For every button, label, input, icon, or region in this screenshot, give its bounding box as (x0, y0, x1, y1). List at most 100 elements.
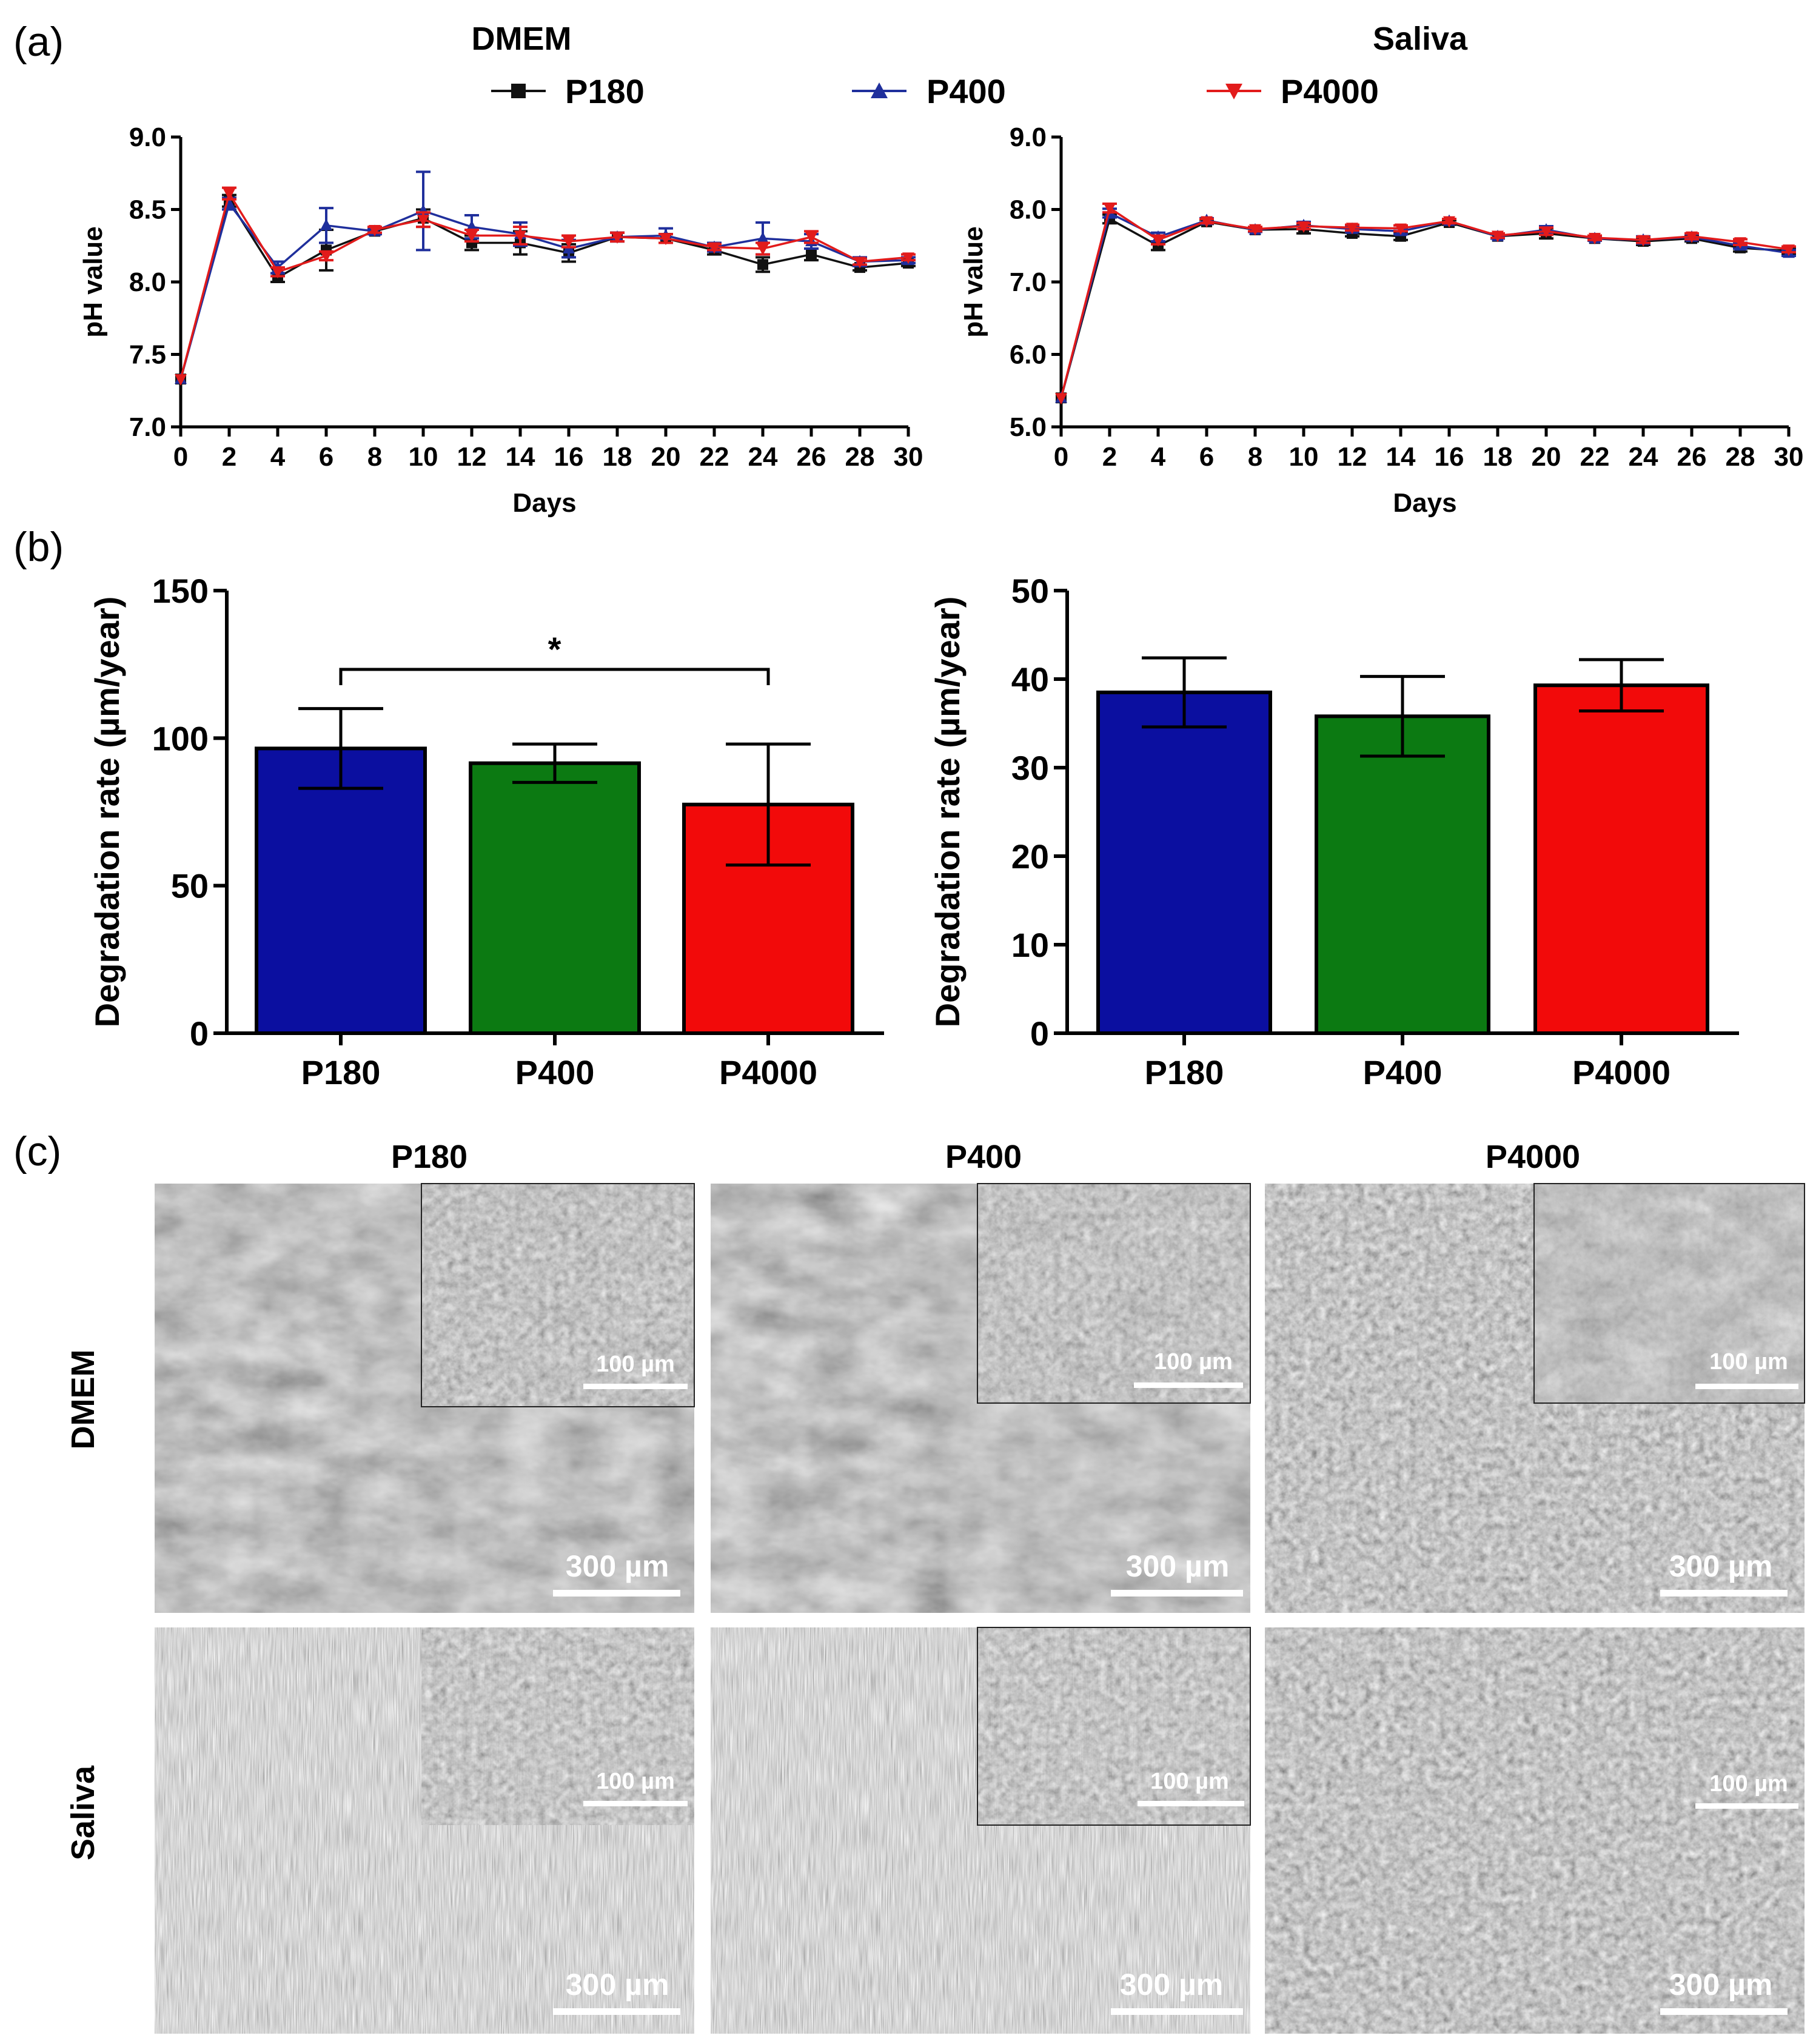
scale-bar-main (1660, 2008, 1788, 2015)
data-point-p4000 (1540, 226, 1552, 238)
y-tick-label: 5.0 (1010, 412, 1047, 442)
x-tick-label: 6 (1199, 442, 1214, 472)
scale-bar-inset (1695, 1384, 1798, 1389)
panel-label-c: (c) (13, 1128, 61, 1174)
data-point-p4000 (1443, 216, 1455, 228)
scale-label-inset: 100 µm (1154, 1349, 1233, 1375)
series-line-p4000 (179, 190, 909, 380)
y-tick-label: 0 (190, 1014, 209, 1053)
data-point-p4000 (1734, 237, 1746, 249)
data-point-p4000 (1249, 224, 1261, 236)
data-point-p4000 (272, 267, 284, 279)
data-point-p180 (466, 237, 477, 249)
x-tick-label: 22 (700, 442, 729, 472)
scale-bar-inset (1134, 1382, 1243, 1388)
x-tick-label: 26 (797, 442, 826, 472)
y-tick-label: 7.0 (1010, 267, 1047, 297)
sem-image-saliva-p4000: 100 µm 300 µm (1265, 1627, 1805, 2034)
x-tick-label: 12 (457, 442, 487, 472)
scale-label-main: 300 µm (1669, 1549, 1773, 1583)
degradation-dmem-chart: 0 50 100 150 Degradation rate (µm/year) P180 P… (88, 572, 884, 1091)
scale-bar-inset (1695, 1803, 1798, 1809)
bar-p400 (1315, 714, 1490, 1035)
x-tick-label: 28 (1726, 442, 1755, 472)
sem-row-saliva: Saliva (65, 1765, 101, 1860)
x-tick-label: 22 (1580, 442, 1610, 472)
series-line-p4000 (1060, 206, 1789, 398)
scale-label-main: 300 µm (1126, 1549, 1230, 1583)
data-point-p4000 (854, 256, 866, 269)
data-point-p400 (320, 218, 332, 230)
sem-inset (421, 1627, 694, 1825)
scale-bar-inset (583, 1801, 688, 1806)
ph-dmem-chart: 7.07.58.08.59.00 2 4 6 8 10 12 14 16 18 20 22 24 26 28… (78, 122, 923, 518)
x-tick-label: 6 (319, 442, 333, 472)
legend-marker-p400 (871, 82, 888, 98)
y-axis-label: pH value (78, 226, 108, 337)
scale-label-inset: 100 µm (1709, 1771, 1788, 1797)
y-tick-label: 0 (1030, 1014, 1049, 1053)
bar-p180 (255, 746, 427, 1036)
data-point-p4000 (611, 232, 623, 244)
data-point-p180 (806, 249, 817, 260)
x-tick-label: 4 (1151, 442, 1166, 472)
x-tick-label: 20 (651, 442, 681, 472)
bar-p400 (469, 761, 641, 1035)
x-tick-label: 12 (1338, 442, 1367, 472)
scale-bar-main (1111, 1590, 1243, 1597)
x-tick-label: P4000 (719, 1053, 817, 1091)
sem-column-p400: P400 (945, 1139, 1022, 1175)
scale-label-inset: 100 µm (1150, 1769, 1229, 1794)
scale-label-main: 300 µm (1120, 1968, 1224, 2002)
x-tick-label: 8 (1248, 442, 1262, 472)
x-tick-label: P180 (1145, 1053, 1224, 1091)
scale-label-inset: 100 µm (596, 1352, 675, 1377)
x-tick-label: 0 (173, 442, 188, 472)
x-tick-label: 2 (222, 442, 236, 472)
data-point-p4000 (1492, 230, 1504, 243)
significance-bracket (339, 668, 770, 685)
chart-title-dmem: DMEM (472, 21, 572, 57)
ph-saliva-chart: 5.06.07.08.09.00 2 4 6 8 10 12 14 16 18 20 22 24 26 28… (959, 122, 1803, 518)
y-tick-label: 30 (1011, 749, 1049, 787)
chart-title-saliva: Saliva (1373, 21, 1468, 57)
x-tick-label: 10 (409, 442, 438, 472)
data-point-p4000 (175, 374, 187, 386)
x-tick-label: 16 (1435, 442, 1464, 472)
y-tick-label: 50 (171, 867, 209, 905)
x-tick-label: 18 (1483, 442, 1513, 472)
y-tick-label: 20 (1011, 837, 1049, 876)
x-tick-label: 24 (748, 442, 778, 472)
x-tick-label: 0 (1054, 442, 1068, 472)
y-tick-label: 8.5 (129, 195, 166, 225)
legend-marker-p4000 (1225, 84, 1242, 99)
panel-label-a: (a) (13, 19, 64, 65)
sem-inset (977, 1627, 1250, 1825)
data-point-p4000 (660, 233, 672, 246)
series-line-p400 (179, 201, 909, 380)
y-tick-label: 8.0 (1010, 195, 1047, 225)
y-tick-label: 8.0 (129, 267, 166, 297)
y-tick-label: 6.0 (1010, 340, 1047, 370)
x-tick-label: 30 (894, 442, 923, 472)
data-point-p4000 (1589, 233, 1601, 245)
data-point-p4000 (223, 189, 235, 201)
legend-label-p180: P180 (565, 72, 645, 110)
x-tick-label: 4 (270, 442, 286, 472)
bar-p4000 (1533, 683, 1709, 1035)
data-point-p4000 (514, 230, 526, 243)
sem-inset (977, 1184, 1250, 1403)
data-point-p4000 (320, 250, 332, 263)
y-axis-label: Degradation rate (µm/year) (928, 597, 967, 1028)
x-tick-label: P400 (1363, 1053, 1443, 1091)
scale-label-main: 300 µm (1669, 1968, 1773, 2002)
sem-image-dmem-p180: 100 µm 300 µm (155, 1183, 695, 1613)
x-tick-label: 10 (1289, 442, 1319, 472)
degradation-saliva-chart: 0 10 20 30 40 50 Degradation rate (µm/year) P18… (928, 572, 1739, 1091)
data-point-p4000 (708, 242, 720, 254)
data-point-p4000 (369, 224, 381, 236)
x-axis-label: Days (512, 488, 576, 518)
scale-bar-main (553, 2008, 680, 2015)
sem-image-saliva-p400: 100 µm 300 µm (711, 1627, 1251, 2034)
